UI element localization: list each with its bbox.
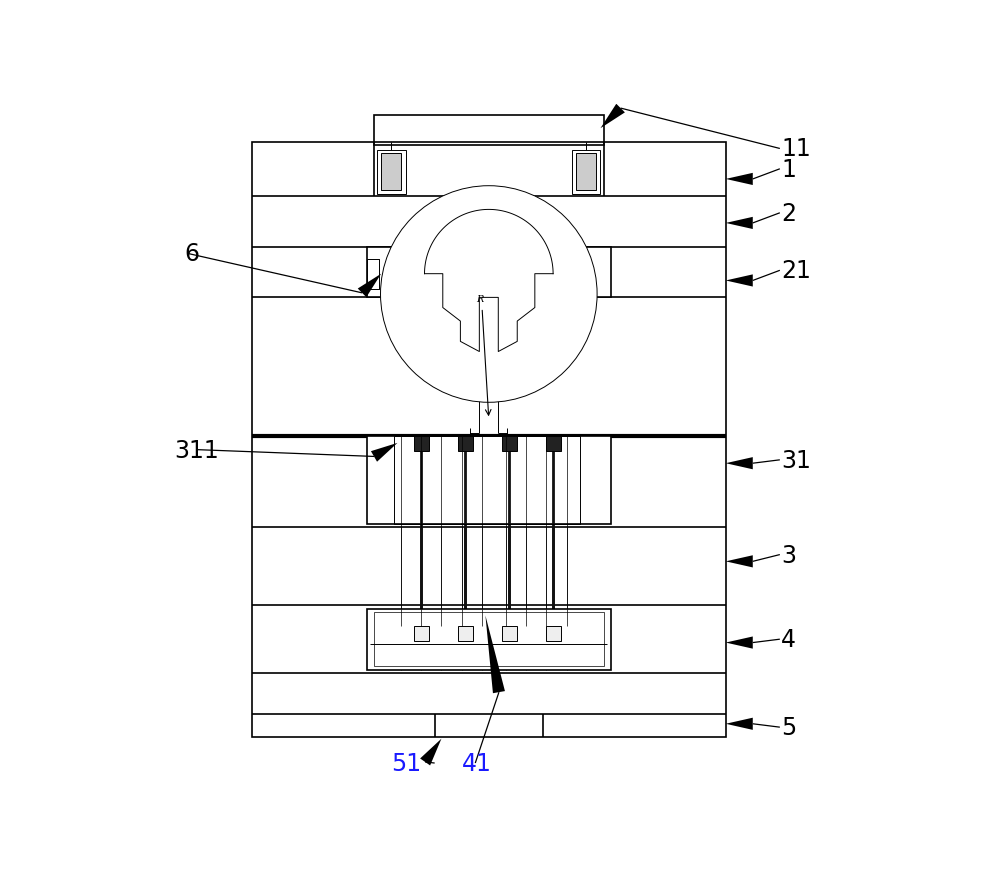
- Bar: [377, 151, 406, 195]
- Polygon shape: [726, 637, 753, 649]
- Circle shape: [381, 186, 597, 403]
- Text: 311: 311: [174, 438, 219, 462]
- Bar: [367, 609, 611, 670]
- Polygon shape: [420, 738, 441, 766]
- Bar: [367, 248, 611, 298]
- Text: 4: 4: [781, 628, 796, 651]
- Polygon shape: [726, 457, 753, 470]
- Text: R: R: [477, 294, 484, 304]
- Bar: [546, 627, 561, 642]
- Text: 41: 41: [462, 752, 492, 775]
- Bar: [502, 627, 517, 642]
- Polygon shape: [726, 556, 753, 568]
- Polygon shape: [600, 104, 625, 129]
- Polygon shape: [726, 718, 753, 730]
- Bar: [374, 116, 604, 146]
- Text: 6: 6: [184, 242, 199, 266]
- Text: 21: 21: [781, 259, 811, 283]
- Bar: [381, 154, 401, 191]
- Bar: [374, 613, 604, 666]
- Bar: [414, 436, 429, 451]
- Bar: [394, 436, 580, 524]
- Polygon shape: [726, 275, 753, 287]
- Bar: [576, 154, 596, 191]
- Bar: [572, 151, 600, 195]
- Text: 2: 2: [781, 202, 796, 226]
- Polygon shape: [726, 174, 753, 186]
- Bar: [367, 260, 379, 290]
- Bar: [414, 627, 429, 642]
- Polygon shape: [358, 274, 381, 298]
- Text: 11: 11: [781, 137, 811, 162]
- Text: 5: 5: [781, 716, 796, 739]
- Text: 3: 3: [781, 543, 796, 567]
- Polygon shape: [371, 443, 397, 462]
- Text: 31: 31: [781, 449, 811, 472]
- Text: 1: 1: [781, 157, 796, 182]
- Bar: [367, 436, 611, 524]
- Polygon shape: [726, 218, 753, 230]
- Bar: [458, 627, 473, 642]
- Bar: [458, 436, 473, 451]
- Bar: [502, 436, 517, 451]
- Text: 51: 51: [391, 752, 421, 775]
- Polygon shape: [485, 615, 505, 694]
- Bar: [546, 436, 561, 451]
- Bar: [252, 142, 726, 738]
